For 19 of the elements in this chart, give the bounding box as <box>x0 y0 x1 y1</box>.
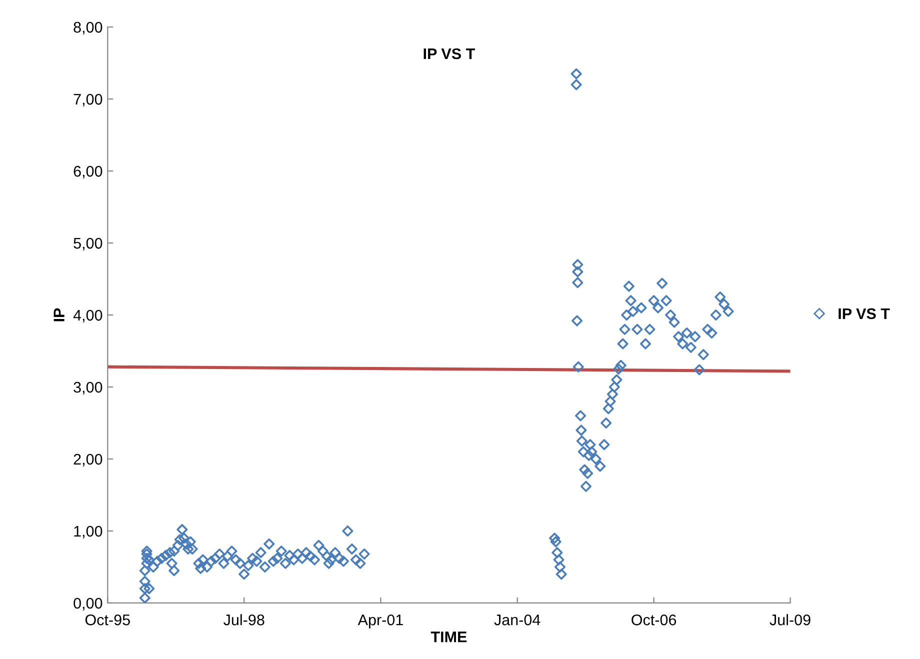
x-tick-label: Jul-09 <box>770 614 810 626</box>
y-tick-label: 7,00 <box>74 94 102 107</box>
y-axis-title: IP <box>54 308 64 322</box>
y-tick-label: 6,00 <box>74 166 102 178</box>
y-tick-label: 1,00 <box>74 526 102 538</box>
y-tick-label: 0,00 <box>74 598 102 610</box>
x-tick-label: Oct-95 <box>85 614 130 626</box>
x-tick-label: Jan-04 <box>494 614 540 626</box>
y-tick-label: 3,00 <box>74 382 102 394</box>
x-axis-title: TIME <box>430 632 467 642</box>
legend-label: IP VS T <box>838 308 890 320</box>
x-tick-label: Oct-06 <box>632 614 676 626</box>
text: IP VS T <box>424 48 475 60</box>
x-tick-label: Apr-01 <box>358 614 403 628</box>
y-tick-label: 5,00 <box>74 238 102 250</box>
y-tick-label: 2,00 <box>74 454 102 466</box>
y-tick-label: 4,00 <box>73 310 102 322</box>
y-tick-label: 8,00 <box>74 22 102 35</box>
x-tick-label: Jul-98 <box>224 614 264 626</box>
